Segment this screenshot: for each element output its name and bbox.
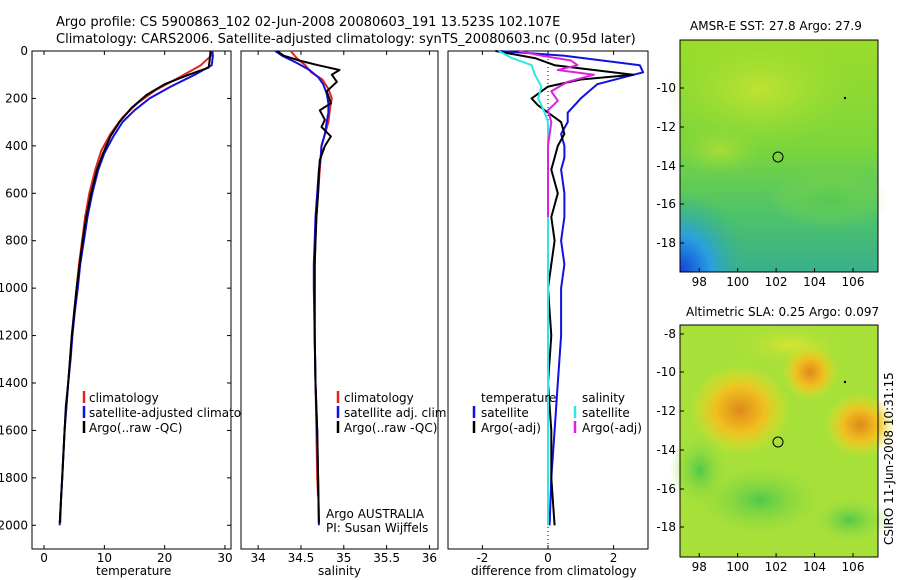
x-tick-label: 20 <box>157 551 172 565</box>
argo-float-marker <box>772 436 784 448</box>
map-y-tick-label: -8 <box>664 327 676 341</box>
legend-s-satellite: satellite <box>582 406 630 420</box>
map-y-tick-label: -16 <box>656 482 676 496</box>
x-tick-label: 10 <box>97 551 112 565</box>
small-dot-marker <box>843 380 847 384</box>
series-line-salinity-argo-adj- <box>518 50 595 217</box>
legend-argo: Argo(..raw -QC) <box>344 421 437 435</box>
sla-map-panel: Altimetric SLA: 0.25 Argo: 0.097 98 100 10… <box>656 305 895 574</box>
difference-panel: -2 0 2 difference from climatology tempera… <box>447 50 649 578</box>
legend-climatology: climatology <box>344 391 414 405</box>
argo-float-marker <box>772 151 784 163</box>
map-y-tick-label: -10 <box>656 81 676 95</box>
x-tick-label: 36 <box>422 551 437 565</box>
map-y-tick-label: -14 <box>656 159 676 173</box>
series-line-temperature-argo-adj- <box>495 50 635 526</box>
depth-tick-label: 0 <box>20 44 28 58</box>
map-x-tick-label: 106 <box>842 560 865 574</box>
map-y-tick-label: -18 <box>656 520 676 534</box>
map-y-tick-label: -14 <box>656 443 676 457</box>
legend-s-argo: Argo(-adj) <box>582 421 642 435</box>
legend-t-satellite: satellite <box>481 406 529 420</box>
x-tick-label: 0 <box>544 551 552 565</box>
x-tick-label: 35.5 <box>373 551 400 565</box>
map-x-tick-label: 102 <box>765 275 788 289</box>
x-tick-label: 30 <box>217 551 232 565</box>
map-y-tick-label: -12 <box>656 120 676 134</box>
depth-tick-label: 2000 <box>0 518 28 532</box>
x-tick-label: 34.5 <box>288 551 315 565</box>
sst-map-panel: AMSR-E SST: 27.8 Argo: 27.9 98 100 102 104 1… <box>656 19 890 289</box>
map-y-tick-label: -12 <box>656 404 676 418</box>
temperature-tick-labels: 0 10 20 30 <box>40 51 233 565</box>
temperature-xlabel: temperature <box>96 564 171 578</box>
temperature-lines <box>58 50 214 526</box>
map-x-tick-label: 106 <box>842 275 865 289</box>
x-tick-label: 2 <box>610 551 618 565</box>
salinity-panel: 34 34.5 35 35.5 36 salinity climatology sate… <box>240 50 450 578</box>
difference-legend: temperature satellite Argo(-adj) salinit… <box>472 391 642 435</box>
legend-temperature-heading: temperature <box>481 391 556 405</box>
depth-tick-label: 1400 <box>0 376 28 390</box>
map-y-tick-label: -10 <box>656 365 676 379</box>
legend-argo: Argo(..raw -QC) <box>89 421 182 435</box>
sst-map-tick-labels: 98 100 102 104 106 -10 -12 -14 -16 -18 <box>656 81 864 289</box>
salinity-tick-labels: 34 34.5 35 35.5 36 <box>250 51 437 565</box>
x-tick-label: 0 <box>40 551 48 565</box>
x-tick-label: -2 <box>476 551 488 565</box>
series-line-argo-raw-qc- <box>276 50 341 523</box>
difference-lines <box>495 50 645 526</box>
depth-tick-label: 600 <box>5 186 28 200</box>
sla-map-image <box>670 323 895 558</box>
map-x-tick-label: 100 <box>726 560 749 574</box>
series-line-temperature-satellite <box>498 50 645 526</box>
temperature-axes-frame <box>31 50 232 550</box>
salinity-axes-frame <box>240 50 439 550</box>
salinity-xlabel: salinity <box>318 564 361 578</box>
argo-program-note: Argo AUSTRALIA <box>326 507 425 521</box>
legend-salinity-heading: salinity <box>582 391 625 405</box>
depth-tick-label: 400 <box>5 139 28 153</box>
pi-note: PI: Susan Wijffels <box>326 521 428 535</box>
map-x-tick-label: 100 <box>726 275 749 289</box>
figure-title-line1: Argo profile: CS 5900863_102 02-Jun-2008… <box>56 15 560 30</box>
series-line-salinity-satellite <box>498 50 549 526</box>
x-tick-label: 35 <box>336 551 351 565</box>
depth-tick-label: 1200 <box>0 329 28 343</box>
map-x-tick-label: 98 <box>692 560 707 574</box>
small-dot-marker <box>843 96 847 100</box>
depth-tick-label: 800 <box>5 234 28 248</box>
map-x-tick-label: 104 <box>803 275 826 289</box>
salinity-lines <box>274 50 341 526</box>
legend-satellite-adjusted: satellite-adjusted climatology <box>89 406 267 420</box>
sst-map-title: AMSR-E SST: 27.8 Argo: 27.9 <box>690 19 862 33</box>
depth-tick-label: 1000 <box>0 281 28 295</box>
legend-climatology: climatology <box>89 391 159 405</box>
series-line-argo-raw-qc- <box>58 50 212 523</box>
map-x-tick-label: 104 <box>803 560 826 574</box>
salinity-legend: climatology satellite adj. clim. Argo(..… <box>336 391 450 435</box>
figure-title-line2: Climatology: CARS2006. Satellite-adjuste… <box>56 32 636 47</box>
depth-tick-label: 1600 <box>0 423 28 437</box>
legend-t-argo: Argo(-adj) <box>481 421 541 435</box>
sla-map-tick-labels: 98 100 102 104 106 -8 -10 -12 -14 -16 -18 <box>656 327 864 574</box>
map-y-tick-label: -16 <box>656 197 676 211</box>
map-x-tick-label: 98 <box>692 275 707 289</box>
depth-tick-label: 1800 <box>0 471 28 485</box>
csiro-credit: CSIRO 11-Jun-2008 10:31:15 <box>882 372 896 545</box>
temperature-legend: climatology satellite-adjusted climatolo… <box>82 391 267 435</box>
sla-map-title: Altimetric SLA: 0.25 Argo: 0.097 <box>686 305 879 319</box>
map-y-tick-label: -18 <box>656 236 676 250</box>
difference-xlabel: difference from climatology <box>471 564 637 578</box>
depth-tick-label: 200 <box>5 91 28 105</box>
sst-map-image <box>665 35 890 273</box>
map-x-tick-label: 102 <box>765 560 788 574</box>
legend-satellite-adj: satellite adj. clim. <box>344 406 450 420</box>
x-tick-label: 34 <box>250 551 265 565</box>
